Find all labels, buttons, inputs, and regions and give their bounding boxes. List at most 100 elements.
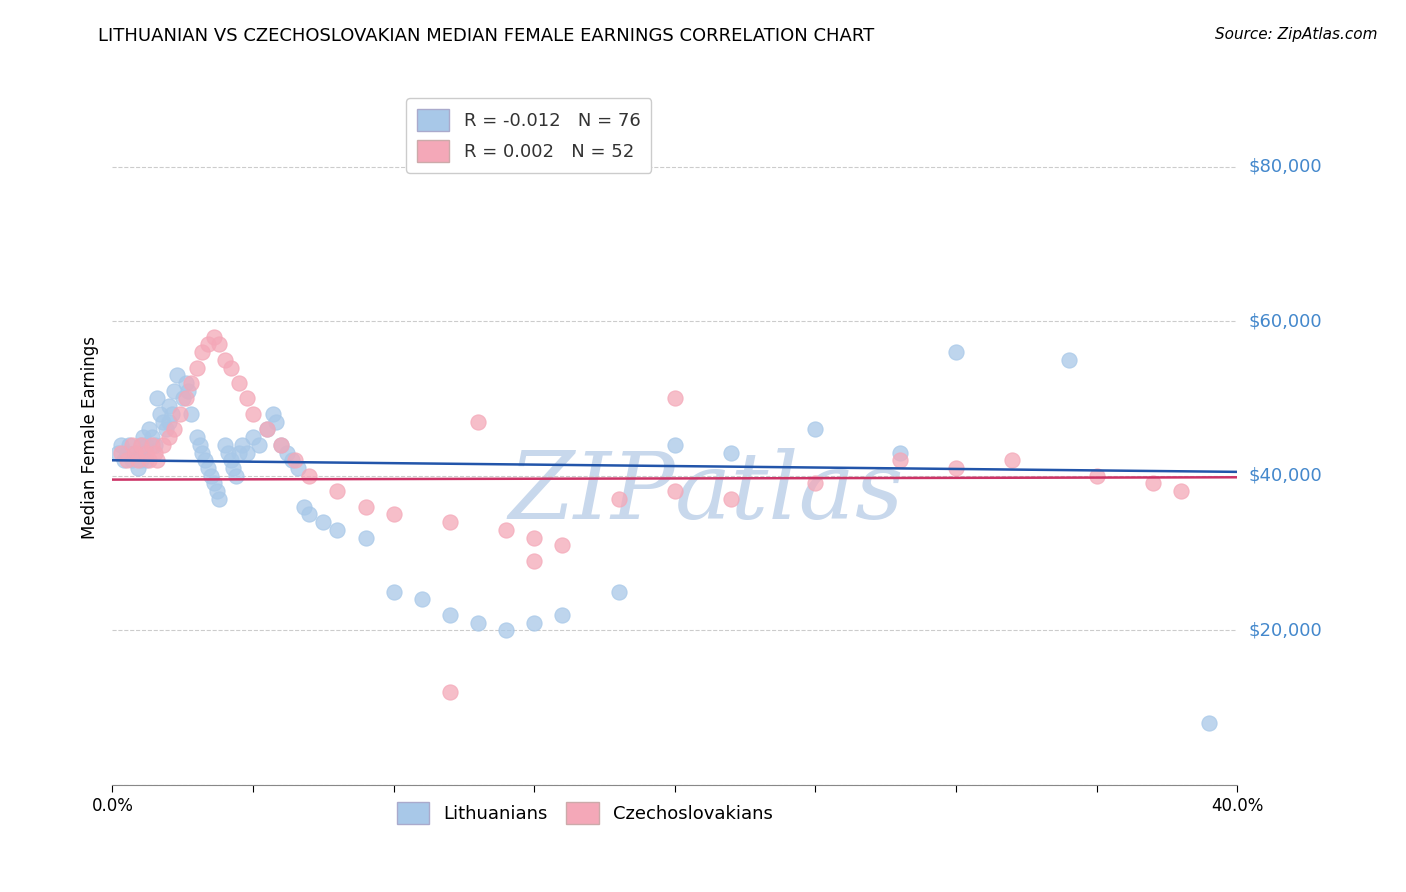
Point: [121, 438, 143, 452]
Point: [523, 554, 546, 568]
Point: [138, 422, 160, 436]
Point: [439, 607, 461, 622]
Point: [804, 422, 827, 436]
Point: [129, 453, 152, 467]
Point: [180, 407, 202, 421]
Point: [889, 453, 911, 467]
Point: [186, 360, 208, 375]
Legend: Lithuanians, Czechoslovakians: Lithuanians, Czechoslovakians: [389, 795, 780, 831]
Point: [256, 422, 278, 436]
Point: [107, 445, 129, 459]
Point: [495, 523, 517, 537]
Point: [155, 422, 177, 436]
Point: [157, 399, 180, 413]
Point: [1057, 352, 1080, 367]
Point: [292, 500, 315, 514]
Point: [945, 461, 967, 475]
Point: [231, 438, 253, 452]
Point: [247, 438, 270, 452]
Point: [664, 438, 686, 452]
Point: [152, 415, 174, 429]
Point: [276, 445, 298, 459]
Point: [146, 453, 169, 467]
Point: [157, 415, 180, 429]
Point: [166, 368, 188, 383]
Point: [214, 352, 236, 367]
Y-axis label: Median Female Earnings: Median Female Earnings: [80, 335, 98, 539]
Point: [135, 445, 157, 459]
Point: [439, 515, 461, 529]
Point: [135, 438, 157, 452]
Point: [298, 468, 321, 483]
Point: [177, 384, 200, 398]
Point: [217, 445, 239, 459]
Point: [236, 445, 259, 459]
Point: [132, 430, 155, 444]
Point: [270, 438, 292, 452]
Point: [222, 461, 245, 475]
Point: [152, 438, 174, 452]
Point: [411, 592, 433, 607]
Point: [298, 508, 321, 522]
Point: [191, 345, 214, 359]
Point: [197, 461, 219, 475]
Point: [121, 453, 143, 467]
Point: [143, 445, 166, 459]
Point: [174, 376, 197, 390]
Point: [191, 445, 214, 459]
Point: [174, 392, 197, 406]
Point: [551, 607, 574, 622]
Point: [720, 445, 742, 459]
Point: [169, 407, 191, 421]
Point: [197, 337, 219, 351]
Point: [141, 438, 163, 452]
Point: [129, 438, 152, 452]
Point: [127, 461, 149, 475]
Text: $60,000: $60,000: [1249, 312, 1322, 330]
Point: [607, 584, 630, 599]
Point: [202, 329, 225, 343]
Point: [186, 430, 208, 444]
Point: [208, 491, 231, 506]
Point: [1142, 476, 1164, 491]
Point: [149, 407, 172, 421]
Point: [284, 453, 307, 467]
Point: [118, 438, 141, 452]
Point: [127, 453, 149, 467]
Text: ZIP: ZIP: [508, 448, 675, 538]
Point: [439, 685, 461, 699]
Point: [551, 538, 574, 552]
Point: [124, 445, 146, 459]
Point: [163, 422, 186, 436]
Point: [208, 337, 231, 351]
Point: [326, 484, 349, 499]
Point: [219, 453, 242, 467]
Point: [188, 438, 211, 452]
Point: [495, 624, 517, 638]
Point: [135, 453, 157, 467]
Point: [326, 523, 349, 537]
Text: $20,000: $20,000: [1249, 622, 1322, 640]
Point: [236, 392, 259, 406]
Point: [720, 491, 742, 506]
Point: [382, 584, 405, 599]
Point: [607, 491, 630, 506]
Point: [115, 445, 138, 459]
Point: [1170, 484, 1192, 499]
Text: LITHUANIAN VS CZECHOSLOVAKIAN MEDIAN FEMALE EARNINGS CORRELATION CHART: LITHUANIAN VS CZECHOSLOVAKIAN MEDIAN FEM…: [98, 27, 875, 45]
Point: [202, 476, 225, 491]
Point: [382, 508, 405, 522]
Point: [205, 484, 228, 499]
Point: [467, 415, 489, 429]
Point: [115, 453, 138, 467]
Point: [110, 445, 132, 459]
Point: [945, 345, 967, 359]
Point: [146, 392, 169, 406]
Point: [163, 384, 186, 398]
Point: [157, 430, 180, 444]
Point: [242, 430, 264, 444]
Point: [270, 438, 292, 452]
Point: [219, 360, 242, 375]
Point: [242, 407, 264, 421]
Point: [214, 438, 236, 452]
